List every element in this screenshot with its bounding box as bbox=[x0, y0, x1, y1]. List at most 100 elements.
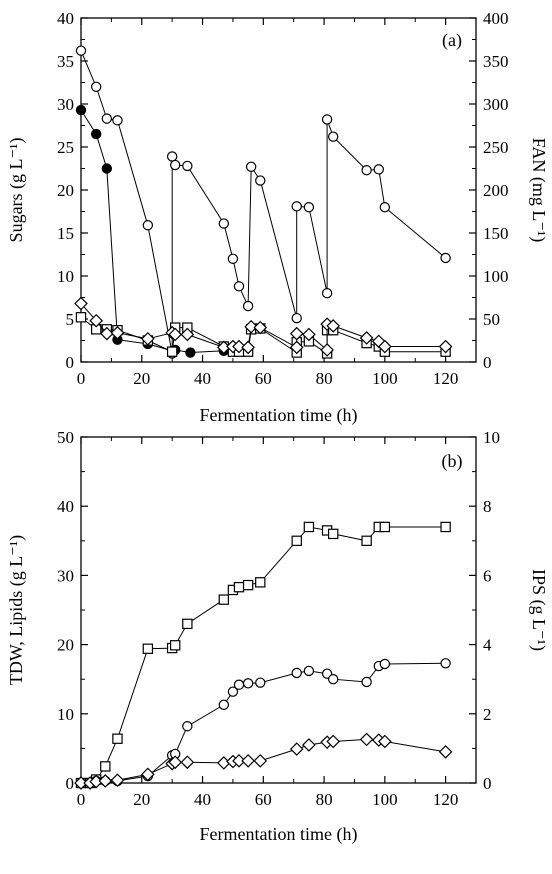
x-tick-label: 0 bbox=[77, 369, 86, 388]
data-point bbox=[75, 104, 87, 116]
data-point bbox=[101, 113, 113, 124]
y-tick-label: 30 bbox=[57, 566, 74, 585]
x-tick-label: 100 bbox=[372, 369, 398, 388]
data-point bbox=[438, 339, 453, 354]
data-point bbox=[218, 218, 230, 229]
data-point bbox=[361, 165, 372, 176]
y-tick-label: 5 bbox=[66, 310, 75, 329]
data-point bbox=[227, 253, 239, 264]
y-tick-label: 0 bbox=[66, 353, 75, 372]
series-line bbox=[80, 109, 224, 354]
data-point bbox=[303, 201, 315, 213]
data-point bbox=[244, 319, 258, 334]
y-axis-label: TDW, Lipids (g L⁻¹) bbox=[6, 535, 27, 685]
series-line bbox=[81, 526, 446, 784]
y-right-tick-label: 300 bbox=[483, 95, 509, 114]
y-tick-label: 0 bbox=[66, 774, 75, 793]
x-tick-label: 120 bbox=[433, 369, 459, 388]
data-point bbox=[142, 643, 154, 654]
data-point bbox=[232, 754, 246, 768]
data-point bbox=[112, 733, 123, 744]
y-tick-label: 20 bbox=[57, 181, 74, 200]
panel-label: (a) bbox=[442, 30, 462, 51]
series-line bbox=[80, 50, 446, 354]
data-point bbox=[379, 521, 391, 533]
data-point bbox=[218, 594, 230, 605]
data-point bbox=[291, 535, 302, 547]
data-point bbox=[303, 665, 315, 677]
data-point bbox=[289, 326, 304, 341]
chart-panel-a: 0 20 40 60 80 100 1200510152025303540050100150… bbox=[6, 9, 549, 426]
y-tick-label: 15 bbox=[57, 224, 74, 243]
data-point bbox=[289, 742, 304, 756]
series-diamond-open bbox=[74, 296, 453, 357]
data-point bbox=[359, 331, 374, 345]
data-point bbox=[110, 773, 125, 788]
x-tick-label: 20 bbox=[133, 790, 150, 809]
y-right-tick-label: 400 bbox=[483, 9, 509, 28]
data-point bbox=[291, 312, 302, 324]
y-right-tick-label: 0 bbox=[483, 353, 492, 372]
y-right-axis-label: IPS (g L⁻¹) bbox=[528, 569, 549, 651]
plot-frame bbox=[80, 436, 477, 784]
data-point bbox=[438, 745, 453, 759]
data-point bbox=[378, 734, 392, 749]
plot-frame bbox=[80, 17, 477, 363]
data-point bbox=[321, 114, 333, 125]
x-axis-label: Fermentation time (h) bbox=[200, 405, 358, 426]
data-point bbox=[100, 761, 111, 772]
data-point bbox=[291, 667, 302, 679]
data-point bbox=[242, 579, 254, 591]
data-point bbox=[75, 312, 87, 323]
series-line bbox=[80, 316, 446, 355]
data-point bbox=[182, 721, 193, 732]
y-right-tick-label: 8 bbox=[483, 497, 492, 516]
data-point bbox=[255, 577, 266, 588]
y-right-tick-label: 4 bbox=[483, 636, 492, 655]
chart-panel-b: 0 20 40 60 80 100 120 0 10 20 30 40 50 0 2 4 6 8 10 Ferment… bbox=[6, 428, 549, 845]
y-right-tick-label: 100 bbox=[483, 267, 509, 286]
series-square-open bbox=[75, 521, 451, 789]
data-point bbox=[379, 201, 391, 213]
y-right-tick-label: 250 bbox=[483, 138, 509, 157]
data-point bbox=[371, 334, 386, 349]
data-point bbox=[141, 767, 155, 782]
data-point bbox=[74, 296, 88, 311]
x-axis-label: Fermentation time (h) bbox=[200, 824, 358, 845]
data-point bbox=[326, 734, 341, 749]
y-right-tick-label: 150 bbox=[483, 224, 509, 243]
data-point bbox=[253, 754, 268, 768]
data-point bbox=[233, 281, 245, 292]
data-point bbox=[241, 340, 255, 355]
y-right-tick-label: 350 bbox=[483, 52, 509, 71]
data-point bbox=[110, 325, 125, 340]
data-point bbox=[233, 679, 245, 690]
data-point bbox=[90, 81, 102, 93]
data-point bbox=[242, 300, 254, 312]
y-axis-label: Sugars (g L⁻¹) bbox=[6, 138, 27, 243]
y-right-tick-label: 10 bbox=[483, 428, 500, 447]
data-point bbox=[89, 313, 104, 328]
data-point bbox=[327, 528, 339, 540]
x-tick-label: 60 bbox=[255, 790, 272, 809]
data-point bbox=[373, 164, 384, 175]
x-tick-label: 120 bbox=[433, 790, 459, 809]
y-right-tick-label: 6 bbox=[483, 566, 492, 585]
y-tick-label: 50 bbox=[57, 428, 74, 447]
data-point bbox=[289, 340, 304, 355]
data-point bbox=[180, 327, 195, 342]
data-point bbox=[303, 521, 315, 533]
data-point bbox=[101, 163, 113, 174]
data-point bbox=[440, 658, 451, 669]
data-point bbox=[182, 618, 193, 630]
data-point bbox=[142, 220, 154, 231]
data-point bbox=[361, 676, 372, 688]
data-point bbox=[182, 160, 193, 172]
data-point bbox=[74, 776, 88, 790]
x-tick-label: 40 bbox=[194, 790, 211, 809]
data-point bbox=[169, 640, 181, 651]
panel-label: (b) bbox=[442, 451, 463, 472]
data-point bbox=[227, 686, 239, 697]
y-tick-label: 30 bbox=[57, 95, 74, 114]
